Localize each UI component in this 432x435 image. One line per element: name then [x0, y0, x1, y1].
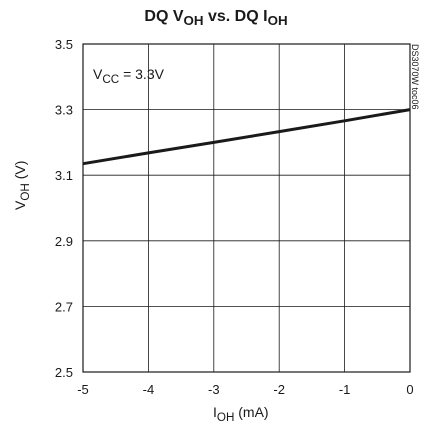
y-tick-label: 2.7 [55, 299, 73, 314]
y-tick-label: 3.3 [55, 103, 73, 118]
x-tick-label: 0 [406, 382, 413, 397]
y-tick-label: 3.1 [55, 168, 73, 183]
y-axis-label: VOH (V) [12, 161, 32, 210]
x-tick-label: -2 [273, 382, 285, 397]
side-code-label: DS3070W toc06 [410, 44, 420, 110]
xlabel-main: I [213, 404, 217, 420]
ylabel-unit: (V) [12, 160, 28, 184]
x-tick-label: -4 [143, 382, 155, 397]
plot-border [82, 43, 411, 373]
title-text-2: vs. DQ I [203, 8, 268, 25]
chart-title: DQ VOH vs. DQ IOH [0, 8, 432, 28]
xlabel-sub: OH [216, 410, 235, 424]
y-tick-label: 3.5 [55, 37, 73, 52]
ann-sub: CC [102, 72, 120, 86]
y-ticks: 2.5 2.7 2.9 3.1 3.3 3.5 [55, 37, 73, 380]
grid [82, 43, 411, 373]
series-group [82, 108, 411, 166]
x-tick-label: -1 [339, 382, 351, 397]
vcc-annotation: VCC = 3.3V [93, 66, 164, 86]
xlabel-unit: (mA) [234, 404, 269, 420]
x-tick-label: -5 [77, 382, 89, 397]
title-sub-2: OH [267, 13, 288, 29]
series-line [82, 108, 411, 166]
y-tick-label: 2.5 [55, 365, 73, 380]
title-text-1: DQ V [144, 8, 184, 25]
y-tick-label: 2.9 [55, 234, 73, 249]
title-sub-1: OH [183, 13, 204, 29]
ann-rest: = 3.3V [119, 66, 164, 82]
x-tick-label: -3 [208, 382, 220, 397]
ylabel-sub: OH [18, 183, 32, 201]
x-ticks: -5 -4 -3 -2 -1 0 [77, 382, 413, 397]
ylabel-main: V [12, 200, 28, 210]
x-axis-label: IOH (mA) [213, 404, 269, 424]
ann-main: V [93, 66, 103, 82]
